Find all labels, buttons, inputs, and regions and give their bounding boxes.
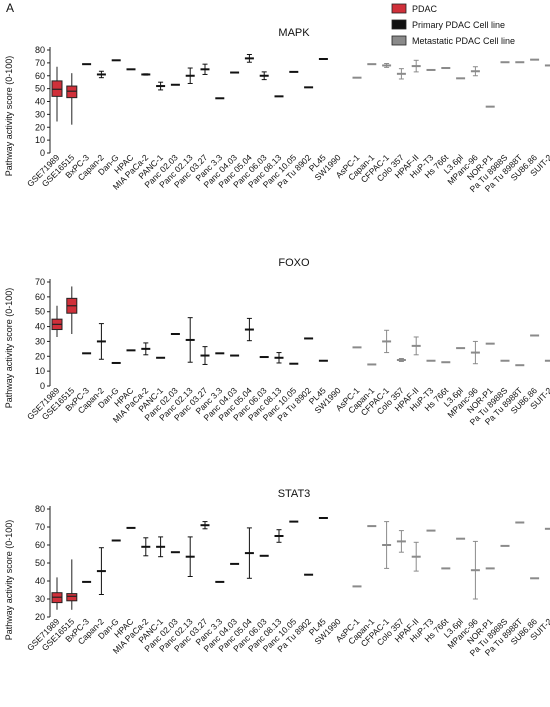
y-tick-label: 70: [35, 58, 45, 68]
y-tick-label: 40: [35, 97, 45, 107]
box-iqr: [51, 80, 63, 97]
legend-label-pdac: PDAC: [412, 4, 438, 14]
legend-item-pdac: PDAC: [391, 3, 438, 14]
chart-title: FOXO: [278, 257, 310, 269]
y-tick-label: 40: [35, 576, 45, 586]
y-tick-label: 60: [35, 540, 45, 550]
legend-swatch-primary: [391, 19, 407, 30]
y-axis-label: Pathway activity score (0-100): [4, 288, 14, 409]
legend-label-metastatic: Metastatic PDAC Cell line: [412, 36, 515, 46]
y-tick-label: 30: [35, 109, 45, 119]
y-tick-label: 70: [35, 277, 45, 287]
y-tick-label: 30: [35, 336, 45, 346]
y-tick-label: 80: [35, 45, 45, 55]
y-axis-label: Pathway activity score (0-100): [4, 56, 14, 177]
legend-swatch-pdac: [391, 3, 407, 14]
chart-foxo: FOXO Pathway activity score (0-100) 0 10 2…: [4, 257, 550, 427]
y-tick-label: 10: [35, 135, 45, 145]
panel-label: A: [6, 1, 14, 15]
y-tick-label: 20: [35, 351, 45, 361]
chart-title: STAT3: [278, 488, 311, 500]
chart-title: MAPK: [278, 27, 310, 39]
y-axis-label: Pathway activity score (0-100): [4, 520, 14, 641]
y-tick-label: 50: [35, 558, 45, 568]
y-tick-label: 0: [40, 381, 45, 391]
y-tick-label: 40: [35, 322, 45, 332]
legend-label-primary: Primary PDAC Cell line: [412, 20, 505, 30]
y-tick-label: 20: [35, 122, 45, 132]
box-iqr: [66, 593, 78, 602]
legend: PDAC Primary PDAC Cell line Metastatic P…: [391, 3, 515, 46]
chart-mapk: MAPK Pathway activity score (0-100) 0 10 2…: [4, 27, 550, 194]
y-tick-label: 60: [35, 292, 45, 302]
y-tick-label: 60: [35, 71, 45, 81]
y-tick-label: 50: [35, 307, 45, 317]
y-tick-label: 70: [35, 522, 45, 532]
box-iqr: [66, 85, 78, 99]
y-tick-label: 20: [35, 612, 45, 622]
y-tick-label: 0: [40, 148, 45, 158]
y-tick-label: 10: [35, 366, 45, 376]
legend-swatch-metastatic: [391, 35, 407, 46]
y-tick-label: 80: [35, 504, 45, 514]
y-tick-label: 50: [35, 84, 45, 94]
legend-item-metastatic: Metastatic PDAC Cell line: [391, 35, 515, 46]
legend-item-primary: Primary PDAC Cell line: [391, 19, 505, 30]
y-tick-label: 30: [35, 594, 45, 604]
chart-stat3: STAT3 Pathway activity score (0-100) 20 3…: [4, 488, 550, 658]
